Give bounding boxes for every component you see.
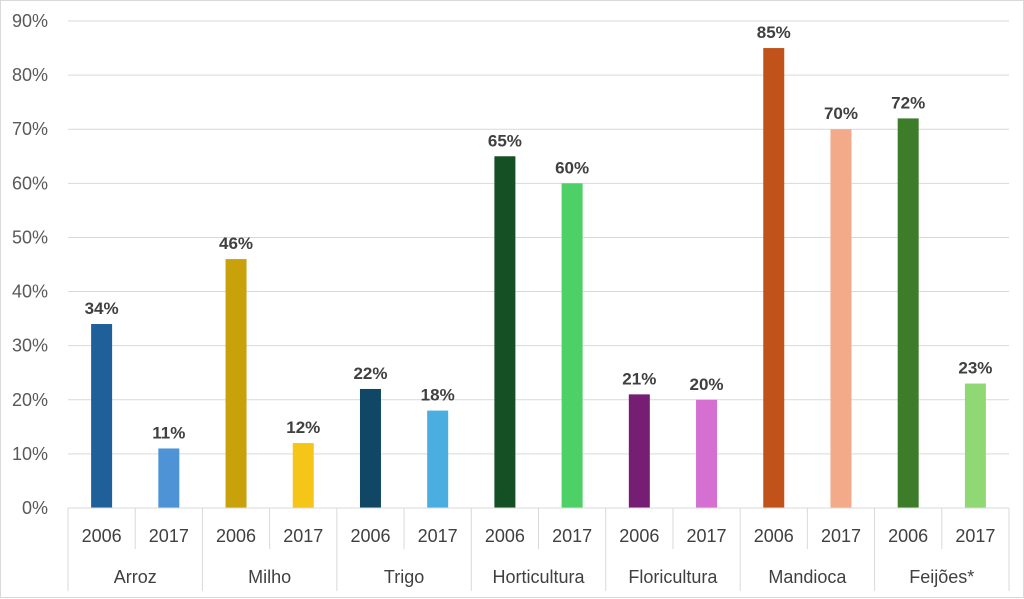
x-group-label: Trigo: [384, 567, 424, 587]
x-tick-label: 2006: [82, 526, 122, 546]
x-group-label: Horticultura: [492, 567, 585, 587]
bar: [292, 443, 314, 508]
bar-value-label: 12%: [286, 418, 320, 437]
y-tick-label: 0%: [22, 498, 48, 518]
bar: [696, 399, 718, 508]
x-group-label: Floricultura: [628, 567, 718, 587]
bar: [964, 383, 986, 508]
x-group-label: Arroz: [114, 567, 157, 587]
y-tick-label: 20%: [12, 390, 48, 410]
x-tick-label: 2006: [485, 526, 525, 546]
bar: [225, 259, 247, 508]
x-tick-label: 2017: [149, 526, 189, 546]
bar-value-label: 65%: [488, 131, 522, 150]
x-tick-label: 2017: [283, 526, 323, 546]
x-tick-label: 2006: [888, 526, 928, 546]
bar-value-label: 21%: [622, 369, 656, 388]
bar: [561, 183, 583, 509]
y-tick-label: 80%: [12, 65, 48, 85]
bar-value-label: 11%: [152, 423, 185, 442]
bar: [628, 394, 650, 508]
bar-value-label: 20%: [690, 375, 724, 394]
x-tick-label: 2006: [216, 526, 256, 546]
bar: [494, 156, 516, 508]
y-tick-label: 30%: [12, 336, 48, 356]
bar: [91, 324, 113, 508]
bar-value-label: 22%: [353, 364, 387, 383]
x-tick-label: 2006: [350, 526, 390, 546]
y-tick-label: 90%: [12, 11, 48, 31]
bar: [427, 410, 449, 508]
bar-value-label: 70%: [824, 104, 858, 123]
bar: [897, 118, 919, 509]
bar-value-label: 34%: [85, 299, 119, 318]
gridlines: [68, 20, 1009, 455]
bar: [830, 129, 852, 508]
x-group-label: Milho: [248, 567, 291, 587]
bar-value-label: 18%: [421, 386, 455, 405]
bar-value-label: 85%: [757, 23, 791, 42]
x-axis: 2006 2017 2006 2017 2006 2017 2006 2017 2006 2017…: [67, 507, 1010, 591]
bar: [158, 448, 180, 508]
data-labels: 34% 11% 46% 12% 22% 18% 65% 60% 21% 20% 85% 70% 72% 2…: [85, 23, 993, 442]
y-tick-label: 10%: [12, 444, 48, 464]
bar-value-label: 72%: [891, 93, 925, 112]
bars: [91, 48, 986, 509]
x-tick-label: 2017: [687, 526, 727, 546]
bar-value-label: 60%: [555, 158, 589, 177]
x-tick-label: 2017: [552, 526, 592, 546]
x-tick-label: 2006: [754, 526, 794, 546]
bar-value-label: 46%: [219, 234, 253, 253]
x-group-label: Mandioca: [768, 567, 847, 587]
y-tick-label: 50%: [12, 227, 48, 247]
x-tick-label: 2017: [418, 526, 458, 546]
y-tick-label: 40%: [12, 282, 48, 302]
x-tick-label: 2017: [955, 526, 995, 546]
bar: [763, 48, 785, 509]
x-tick-label: 2006: [619, 526, 659, 546]
bar: [359, 388, 381, 508]
x-tick-label: 2017: [821, 526, 861, 546]
x-group-label: Feijões*: [909, 567, 974, 587]
y-tick-label: 60%: [12, 173, 48, 193]
bar-value-label: 23%: [958, 359, 992, 378]
y-tick-label: 70%: [12, 119, 48, 139]
y-axis-ticks: 0% 10% 20% 30% 40% 50% 60% 70% 80% 90%: [12, 11, 48, 518]
